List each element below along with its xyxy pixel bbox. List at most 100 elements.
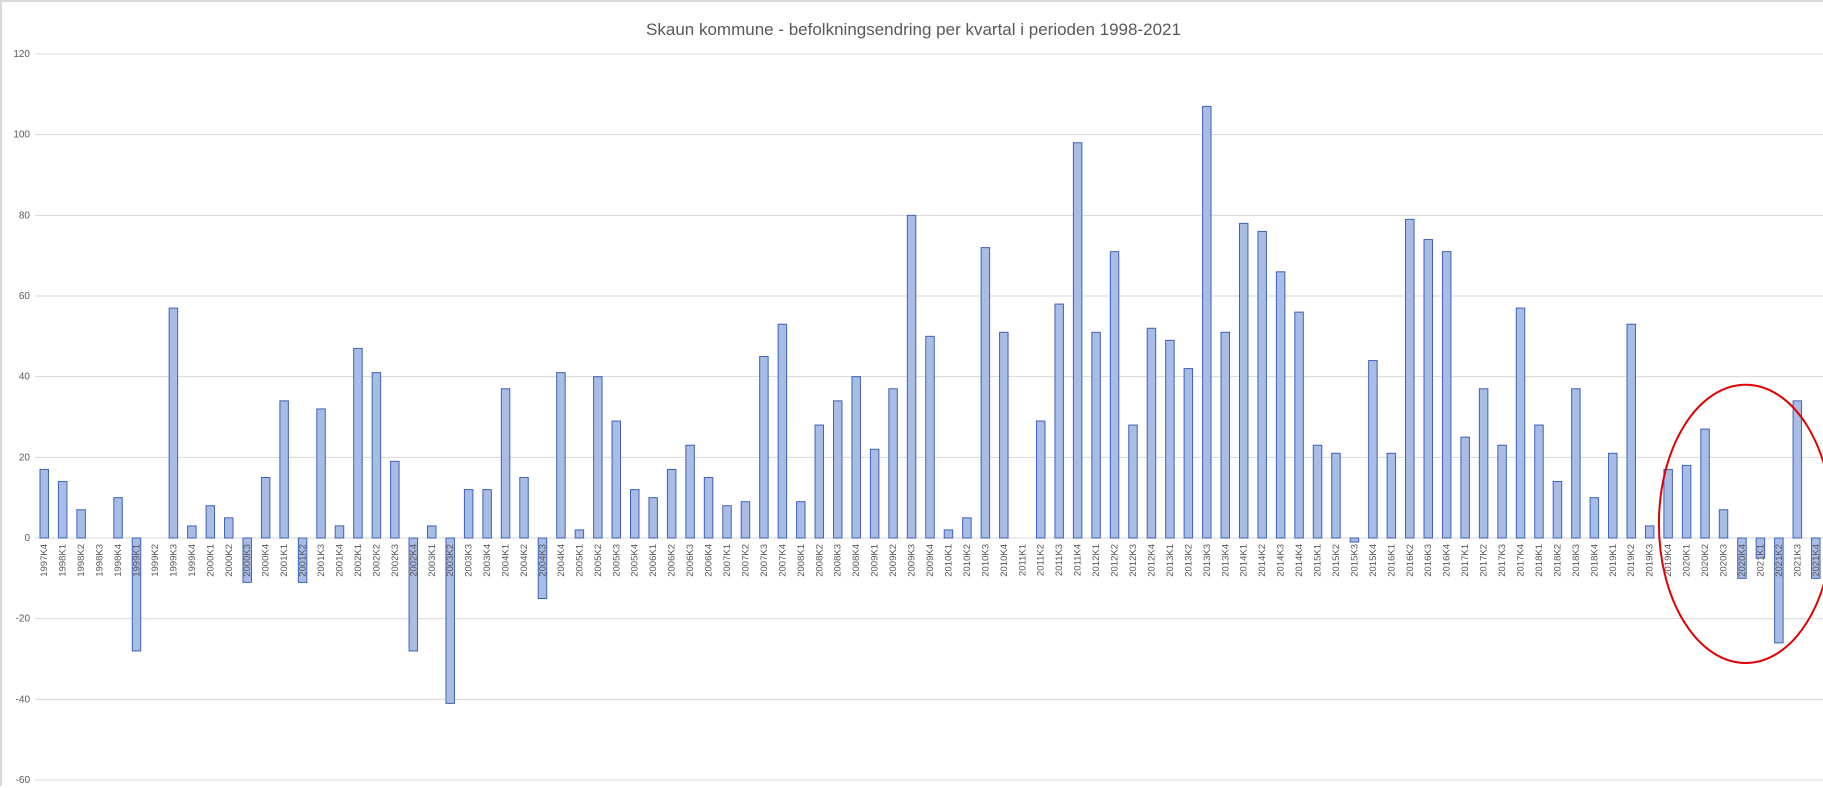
x-axis-ticks: 1997K4 1998K1 1998K2 1998K3 1998K4 1999K1 1999… [39, 544, 1822, 577]
bar [1497, 444, 1507, 539]
x-tick-label: 2001K3 [316, 544, 327, 577]
bar [1811, 537, 1821, 579]
x-tick-label: 2018K1 [1534, 544, 1545, 577]
x-tick-label: 1998K3 [95, 544, 106, 577]
x-tick-label: 2015K3 [1349, 544, 1360, 577]
bar [962, 517, 972, 539]
bar [685, 444, 695, 539]
y-tick-label: 40 [19, 372, 31, 383]
bar [703, 477, 714, 539]
x-tick-label: 2020K3 [1719, 544, 1730, 577]
bar [537, 537, 548, 599]
bar [519, 477, 529, 539]
bar [1681, 464, 1692, 539]
bar [943, 529, 954, 539]
bar [1091, 331, 1101, 539]
x-tick-label: 2004K4 [556, 544, 567, 577]
x-tick-label: 2005K1 [574, 544, 585, 577]
bar [1238, 222, 1249, 539]
y-tick-label: 20 [19, 452, 31, 463]
y-tick-label: 60 [19, 291, 31, 302]
bar [556, 372, 566, 539]
x-tick-label: 2012K3 [1128, 544, 1139, 577]
y-tick-label: 80 [19, 210, 31, 221]
x-tick-label: 2006K2 [667, 544, 678, 577]
highlight-ellipse [1657, 383, 1823, 664]
x-tick-label: 2010K2 [962, 544, 973, 577]
bar [814, 424, 825, 539]
x-tick-label: 2005K4 [630, 544, 641, 577]
bar [1792, 400, 1803, 539]
bar [242, 537, 252, 583]
x-tick-label: 2018K2 [1552, 544, 1563, 577]
bar [131, 537, 142, 652]
bar [1534, 424, 1544, 539]
x-tick-label: 2008K2 [814, 544, 825, 577]
bar [648, 497, 658, 539]
bar [1608, 452, 1618, 539]
x-tick-label: 2014K2 [1257, 544, 1268, 577]
x-tick-label: 2014K1 [1239, 544, 1250, 577]
bar [205, 505, 216, 539]
bar [1275, 271, 1286, 539]
y-tick-label: 0 [24, 533, 30, 544]
y-tick-label: -60 [16, 775, 31, 786]
bar [1755, 537, 1766, 559]
x-tick-label: 1998K2 [76, 544, 87, 577]
bar [1386, 452, 1397, 539]
x-tick-label: 2003K2 [445, 544, 456, 577]
bar [1183, 368, 1194, 539]
bar [832, 400, 843, 539]
x-tick-label: 2009K3 [907, 544, 918, 577]
bar [1515, 307, 1526, 539]
bar [869, 448, 880, 539]
x-tick-label: 2021K1 [1755, 544, 1766, 577]
bar [629, 489, 640, 539]
x-tick-label: 2016K1 [1386, 544, 1397, 577]
bar [316, 408, 326, 539]
bar [925, 335, 935, 539]
bar [1774, 537, 1784, 644]
bar [574, 529, 585, 539]
annotations [1657, 383, 1823, 664]
x-tick-label: 2004K2 [519, 544, 530, 577]
x-tick-label: 2017K2 [1479, 544, 1490, 577]
x-tick-label: 2000K1 [205, 544, 216, 577]
bars [39, 105, 1821, 704]
x-tick-label: 2017K4 [1516, 544, 1527, 577]
x-tick-label: 2006K4 [704, 544, 715, 577]
x-tick-label: 2010K1 [943, 544, 954, 577]
x-tick-label: 2021K3 [1792, 544, 1803, 577]
x-tick-label: 2011K3 [1054, 544, 1065, 576]
x-tick-label: 2011K2 [1036, 544, 1047, 576]
x-tick-label: 2008K4 [851, 544, 862, 577]
bar [1700, 428, 1710, 539]
bar [593, 376, 603, 539]
x-tick-label: 2019K1 [1608, 544, 1619, 577]
x-tick-label: 2011K1 [1017, 544, 1028, 576]
x-tick-label: 2019K2 [1626, 544, 1637, 577]
x-tick-label: 2010K4 [999, 544, 1010, 577]
x-tick-label: 1999K3 [168, 544, 179, 577]
x-tick-label: 2007K4 [777, 544, 788, 577]
x-tick-label: 2003K4 [482, 544, 493, 577]
x-tick-label: 2013K3 [1202, 544, 1213, 577]
x-tick-label: 1998K1 [58, 544, 69, 577]
bar [1571, 388, 1581, 539]
x-tick-label: 2009K1 [870, 544, 881, 577]
x-tick-label: 2000K2 [224, 544, 235, 577]
x-tick-label: 2009K4 [925, 544, 936, 577]
x-tick-label: 2007K3 [759, 544, 770, 577]
x-tick-label: 1999K2 [150, 544, 161, 577]
bar [445, 537, 455, 704]
bar [76, 509, 86, 539]
bar [796, 501, 806, 539]
bar [57, 481, 68, 539]
bar [187, 525, 197, 539]
x-tick-label: 2000K3 [242, 544, 253, 577]
x-tick-label: 2013K2 [1183, 544, 1194, 577]
bar [1331, 452, 1341, 539]
y-tick-label: 120 [13, 49, 30, 60]
x-tick-label: 2004K1 [501, 544, 512, 577]
